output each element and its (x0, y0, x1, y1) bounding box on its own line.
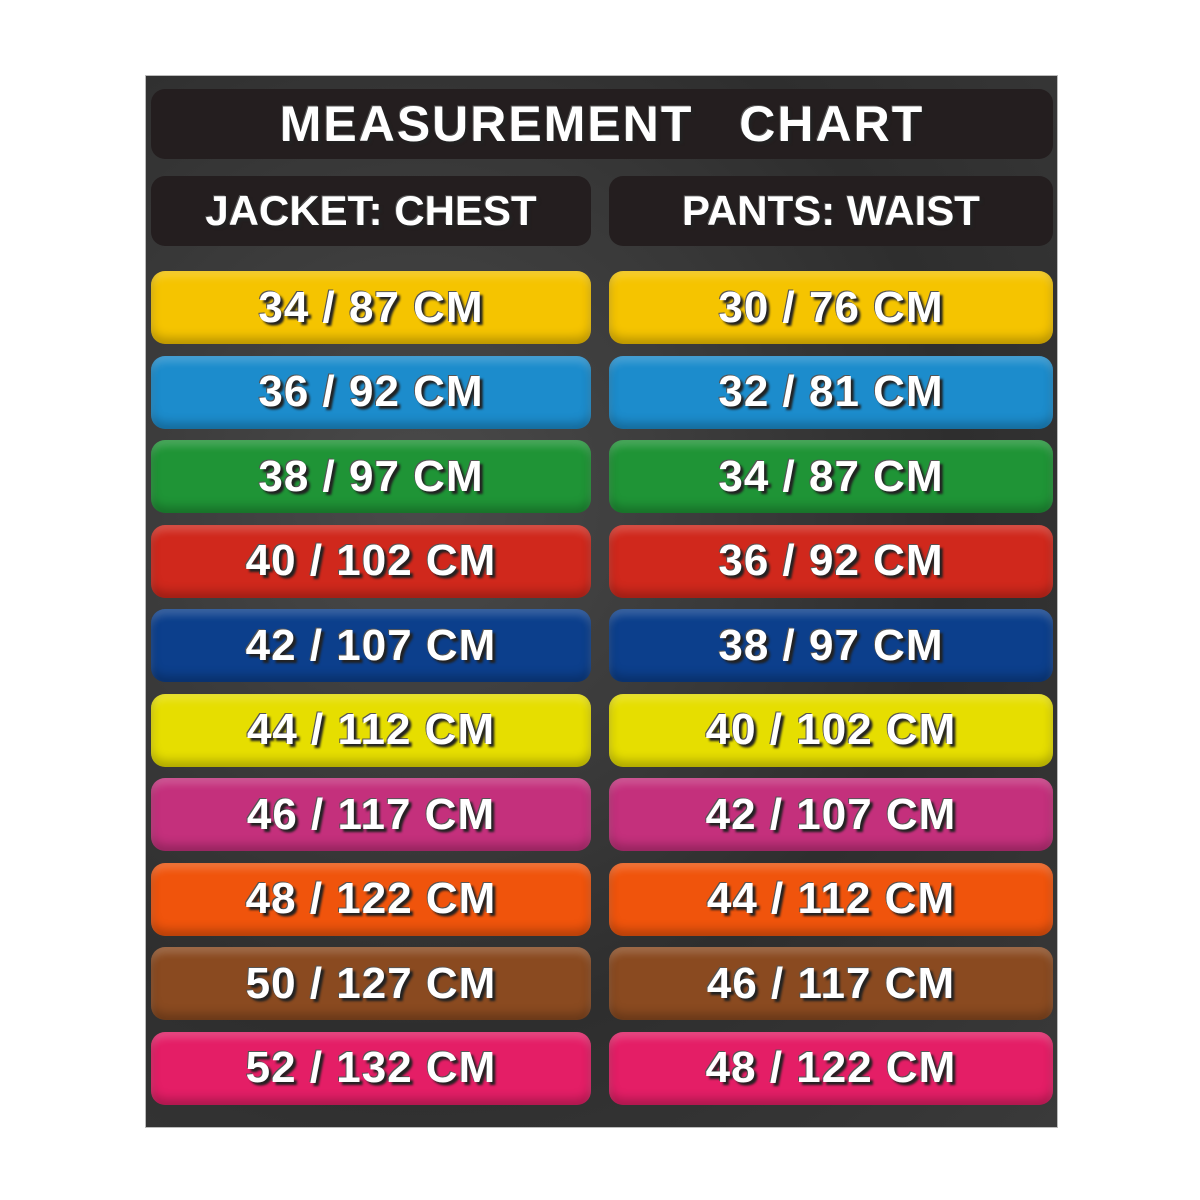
pants-size-cell: 44 / 112 CM (609, 862, 1053, 936)
measurement-chart: MEASUREMENT CHART JACKET: CHEST PANTS: W… (145, 75, 1058, 1128)
jacket-size-cell: 38 / 97 CM (151, 440, 591, 513)
pants-size-cell: 42 / 107 CM (609, 778, 1053, 851)
jacket-size-cell: 50 / 127 CM (151, 947, 591, 1020)
pants-size-cell: 46 / 117 CM (609, 947, 1053, 1020)
pants-size-cell: 48 / 122 CM (609, 1031, 1053, 1105)
pants-size-cell: 40 / 102 CM (609, 693, 1053, 767)
chart-title: MEASUREMENT CHART (151, 89, 1053, 159)
jacket-size-cell: 34 / 87 CM (151, 271, 591, 344)
pants-size-cell: 32 / 81 CM (609, 355, 1053, 429)
jacket-size-cell: 52 / 132 CM (151, 1031, 591, 1105)
pants-size-cell: 34 / 87 CM (609, 440, 1053, 513)
jacket-size-cell: 46 / 117 CM (151, 778, 591, 851)
pants-size-cell: 36 / 92 CM (609, 524, 1053, 598)
header-jacket-chest: JACKET: CHEST (151, 176, 591, 246)
jacket-size-cell: 42 / 107 CM (151, 609, 591, 682)
pants-size-cell: 30 / 76 CM (609, 271, 1053, 344)
jacket-size-cell: 36 / 92 CM (151, 355, 591, 429)
jacket-size-cell: 48 / 122 CM (151, 862, 591, 936)
jacket-size-cell: 40 / 102 CM (151, 524, 591, 598)
header-pants-waist: PANTS: WAIST (609, 176, 1053, 246)
jacket-size-cell: 44 / 112 CM (151, 693, 591, 767)
pants-size-cell: 38 / 97 CM (609, 609, 1053, 682)
